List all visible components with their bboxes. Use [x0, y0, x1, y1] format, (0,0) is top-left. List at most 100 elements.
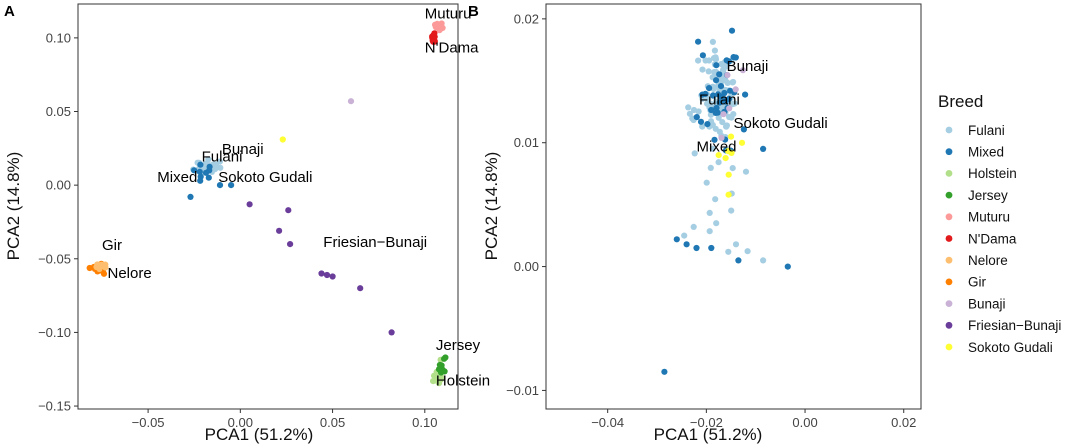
y-tick-label: 0.10 [46, 30, 71, 45]
point-fulani [695, 108, 702, 115]
point-fulani [712, 125, 719, 132]
point-mixed [206, 167, 213, 174]
x-tick-label: 0.05 [320, 415, 345, 430]
annotation-a: Jersey [436, 337, 481, 354]
point-mixed [713, 104, 720, 112]
point-fulani [706, 57, 713, 64]
x-tick-label: 0.10 [412, 415, 437, 430]
point-fulani [720, 66, 727, 73]
point-n-dama [430, 38, 437, 45]
point-mixed [191, 167, 198, 174]
point-mixed [197, 173, 204, 180]
point-fulani [760, 257, 767, 264]
point-jersey [437, 362, 444, 369]
point-mixed [713, 77, 720, 84]
point-sokoto-gudali [728, 149, 735, 156]
legend: Breed Fulani Mixed Holstein Jersey Muturu N'D… [938, 92, 1061, 355]
panel-a-label: A [4, 3, 15, 20]
point-nelore [102, 264, 109, 271]
panel-b-ticks: −0.04 −0.02 0.00 0.02 −0.01 0.00 0.01 0.02 [506, 11, 916, 430]
point-bunaji [720, 111, 727, 118]
y-tick-label: −0.05 [38, 251, 71, 266]
point-mixed [742, 91, 749, 98]
point-mixed [673, 236, 680, 243]
legend-key [945, 256, 953, 264]
point-fulani [707, 111, 715, 118]
point-fulani [685, 104, 692, 111]
point-friesian-bunaji [388, 329, 395, 336]
point-muturu [437, 25, 444, 32]
point-mixed [708, 106, 715, 114]
point-mixed [735, 257, 742, 264]
point-mixed [711, 136, 718, 143]
point-mixed [704, 121, 711, 128]
point-mixed [730, 54, 737, 61]
point-fulani [705, 98, 712, 106]
point-fulani [695, 57, 702, 64]
legend-key [945, 191, 953, 199]
point-mixed [187, 193, 194, 200]
point-mixed [661, 368, 668, 375]
legend-label: N'Dama [968, 231, 1017, 246]
point-mixed [683, 241, 690, 248]
x-tick-label: −0.04 [591, 415, 624, 430]
point-fulani [217, 164, 224, 171]
point-mixed [710, 92, 717, 99]
legend-label: Holstein [968, 166, 1017, 181]
panel-a-ticks: −0.05 0.00 0.05 0.10 −0.15 −0.10 −0.05 0.00 0.05… [38, 30, 437, 430]
point-mixed [708, 244, 715, 252]
panel-b-xlabel: PCA1 (51.2%) [654, 425, 763, 444]
point-fulani [710, 55, 718, 62]
point-fulani [730, 111, 737, 118]
point-sokoto-gudali [725, 191, 732, 198]
point-mixed [699, 52, 707, 59]
legend-label: Sokoto Gudali [968, 340, 1053, 355]
point-sokoto-gudali [738, 139, 746, 146]
point-mixed [722, 98, 729, 105]
annotation-b: Mixed [697, 138, 737, 155]
point-sokoto-gudali [722, 155, 729, 162]
annotation-a: Holstein [436, 372, 490, 389]
y-tick-label: −0.15 [38, 399, 71, 414]
annotation-a: Bunaji [222, 141, 264, 158]
annotation-b: Sokoto Gudali [734, 115, 828, 132]
point-fulani [705, 68, 712, 75]
point-mixed [723, 57, 730, 64]
point-mixed [702, 90, 709, 97]
point-friesian-bunaji [276, 227, 283, 234]
point-sokoto-gudali [727, 133, 735, 140]
y-tick-label: 0.01 [514, 135, 539, 150]
panel-b-ylabel: PCA2 (14.8%) [482, 152, 501, 261]
point-mixed [693, 114, 700, 121]
point-fulani [712, 196, 719, 203]
x-tick-label: 0.00 [792, 415, 817, 430]
point-mixed [714, 109, 721, 116]
point-fulani [715, 114, 722, 121]
point-sokoto-gudali [279, 136, 286, 143]
annotation-a: N'Dama [425, 40, 479, 57]
point-mixed [205, 174, 212, 181]
legend-key [945, 278, 953, 286]
legend-label: Jersey [968, 188, 1008, 203]
point-fulani [709, 145, 716, 152]
panel-b: B PCA2 (14.8%) PCA1 (51.2%) −0.04 −0.02 0.… [468, 3, 922, 444]
point-bunaji [726, 105, 733, 112]
point-mixed [716, 99, 723, 106]
legend-key [945, 170, 953, 177]
legend-label: Bunaji [968, 296, 1006, 311]
y-tick-label: 0.05 [46, 104, 71, 119]
panel-a-plot-area [77, 3, 459, 410]
legend-label: Mixed [968, 145, 1004, 160]
point-friesian-bunaji [246, 201, 253, 208]
point-mixed [728, 27, 736, 34]
annotation-a: Nelore [108, 265, 152, 282]
point-fulani [686, 110, 694, 117]
point-mixed [693, 244, 700, 252]
legend-label: Nelore [968, 253, 1008, 268]
point-mixed [697, 118, 705, 125]
point-fulani [706, 228, 713, 235]
point-bunaji [724, 72, 731, 79]
annotation-a: Mixed [157, 169, 197, 186]
point-gir [86, 264, 93, 272]
